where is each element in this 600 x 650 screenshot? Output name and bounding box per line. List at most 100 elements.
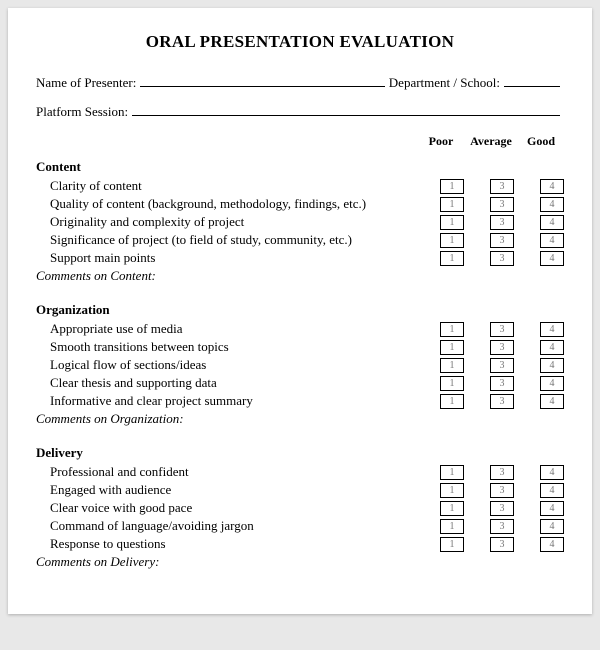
rating-box-average[interactable]: 3 (490, 394, 514, 409)
rating-boxes: 1 3 4 (434, 179, 564, 194)
criteria-row: Clarity of content134 (36, 177, 564, 195)
criteria-row: Engaged with audience 1 3 4 (36, 481, 564, 499)
criteria-label: Command of language/avoiding jargon (36, 518, 434, 534)
criteria-label: Clear voice with good pace (36, 500, 434, 516)
rating-box-poor[interactable]: 1 (440, 251, 464, 266)
criteria-label: Smooth transitions between topics (36, 339, 434, 355)
criteria-row: Command of language/avoiding jargon 1 3 4 (36, 517, 564, 535)
evaluation-form: ORAL PRESENTATION EVALUATION Name of Pre… (8, 8, 592, 614)
rating-boxes: 1 3 4 (434, 358, 564, 373)
criteria-row: Clear thesis and supporting data134 (36, 374, 564, 392)
rating-box-poor[interactable]: 1 (440, 483, 464, 498)
rating-column-headers: Poor Average Good (36, 134, 564, 149)
session-row: Platform Session: (36, 103, 564, 120)
criteria-label: Logical flow of sections/ideas (36, 357, 434, 373)
rating-box-poor[interactable]: 1 (440, 376, 464, 391)
criteria-row: Logical flow of sections/ideas 1 3 4 (36, 356, 564, 374)
criteria-label: Appropriate use of media (36, 321, 434, 337)
criteria-row: Support main points 1 3 4 (36, 249, 564, 267)
rating-box-average[interactable]: 3 (490, 483, 514, 498)
rating-box-good[interactable]: 4 (540, 537, 564, 552)
presenter-input-line[interactable] (140, 74, 384, 87)
rating-boxes: 1 3 4 (434, 340, 564, 355)
form-title: ORAL PRESENTATION EVALUATION (36, 32, 564, 52)
rating-box-poor[interactable]: 1 (440, 233, 464, 248)
criteria-row: Significance of project (to field of stu… (36, 231, 564, 249)
rating-box-poor[interactable]: 1 (440, 340, 464, 355)
rating-box-good[interactable]: 4 (540, 215, 564, 230)
section-content: ContentClarity of content134Quality of c… (36, 159, 564, 284)
section-delivery: DeliveryProfessional and confident134Eng… (36, 445, 564, 570)
rating-box-average[interactable]: 3 (490, 322, 514, 337)
rating-box-good[interactable]: 4 (540, 394, 564, 409)
criteria-label: Quality of content (background, methodol… (36, 196, 434, 212)
rating-boxes: 1 3 4 (434, 519, 564, 534)
criteria-label: Professional and confident (36, 464, 434, 480)
rating-box-good[interactable]: 4 (540, 233, 564, 248)
criteria-row: Response to questions134 (36, 535, 564, 553)
rating-box-good[interactable]: 4 (540, 465, 564, 480)
rating-boxes: 1 3 4 (434, 251, 564, 266)
criteria-label: Support main points (36, 250, 434, 266)
comments-label: Comments on Organization: (36, 411, 564, 427)
rating-box-poor[interactable]: 1 (440, 537, 464, 552)
rating-box-good[interactable]: 4 (540, 519, 564, 534)
rating-box-good[interactable]: 4 (540, 483, 564, 498)
col-average: Average (468, 134, 514, 149)
rating-box-average[interactable]: 3 (490, 519, 514, 534)
rating-box-average[interactable]: 3 (490, 465, 514, 480)
criteria-row: Quality of content (background, methodol… (36, 195, 564, 213)
rating-box-poor[interactable]: 1 (440, 179, 464, 194)
rating-box-poor[interactable]: 1 (440, 197, 464, 212)
criteria-row: Smooth transitions between topics 1 3 4 (36, 338, 564, 356)
rating-boxes: 1 3 4 (434, 394, 564, 409)
rating-box-average[interactable]: 3 (490, 215, 514, 230)
rating-box-good[interactable]: 4 (540, 322, 564, 337)
rating-box-average[interactable]: 3 (490, 501, 514, 516)
rating-box-poor[interactable]: 1 (440, 358, 464, 373)
presenter-row: Name of Presenter: Department / School: (36, 74, 564, 91)
rating-box-good[interactable]: 4 (540, 376, 564, 391)
rating-boxes: 1 3 4 (434, 465, 564, 480)
presenter-label: Name of Presenter: (36, 75, 136, 91)
criteria-row: Professional and confident 1 3 4 (36, 463, 564, 481)
rating-box-good[interactable]: 4 (540, 179, 564, 194)
rating-box-good[interactable]: 4 (540, 501, 564, 516)
criteria-label: Engaged with audience (36, 482, 434, 498)
rating-boxes: 1 3 4 (434, 322, 564, 337)
rating-box-average[interactable]: 3 (490, 179, 514, 194)
session-input-line[interactable] (132, 103, 560, 116)
criteria-row: Originality and complexity of project 1 3 4 (36, 213, 564, 231)
rating-box-average[interactable]: 3 (490, 197, 514, 212)
rating-box-average[interactable]: 3 (490, 233, 514, 248)
rating-box-poor[interactable]: 1 (440, 519, 464, 534)
criteria-label: Originality and complexity of project (36, 214, 434, 230)
rating-box-good[interactable]: 4 (540, 251, 564, 266)
session-label: Platform Session: (36, 104, 128, 120)
section-title: Content (36, 159, 564, 175)
rating-box-average[interactable]: 3 (490, 358, 514, 373)
criteria-row: Appropriate use of media 1 3 4 (36, 320, 564, 338)
rating-box-good[interactable]: 4 (540, 197, 564, 212)
rating-boxes: 1 3 4 (434, 215, 564, 230)
department-label: Department / School: (389, 75, 500, 91)
rating-boxes: 1 3 4 (434, 233, 564, 248)
rating-box-poor[interactable]: 1 (440, 215, 464, 230)
rating-box-poor[interactable]: 1 (440, 501, 464, 516)
rating-box-good[interactable]: 4 (540, 358, 564, 373)
rating-box-average[interactable]: 3 (490, 251, 514, 266)
section-title: Organization (36, 302, 564, 318)
criteria-row: Clear voice with good pace 1 3 4 (36, 499, 564, 517)
rating-box-poor[interactable]: 1 (440, 394, 464, 409)
rating-box-good[interactable]: 4 (540, 340, 564, 355)
rating-box-poor[interactable]: 1 (440, 322, 464, 337)
rating-boxes: 1 3 4 (434, 197, 564, 212)
rating-box-poor[interactable]: 1 (440, 465, 464, 480)
department-input-line[interactable] (504, 74, 560, 87)
criteria-label: Informative and clear project summary (36, 393, 434, 409)
rating-box-average[interactable]: 3 (490, 376, 514, 391)
section-organization: OrganizationAppropriate use of media134S… (36, 302, 564, 427)
rating-box-average[interactable]: 3 (490, 340, 514, 355)
rating-box-average[interactable]: 3 (490, 537, 514, 552)
criteria-row: Informative and clear project summary 1 3 4 (36, 392, 564, 410)
